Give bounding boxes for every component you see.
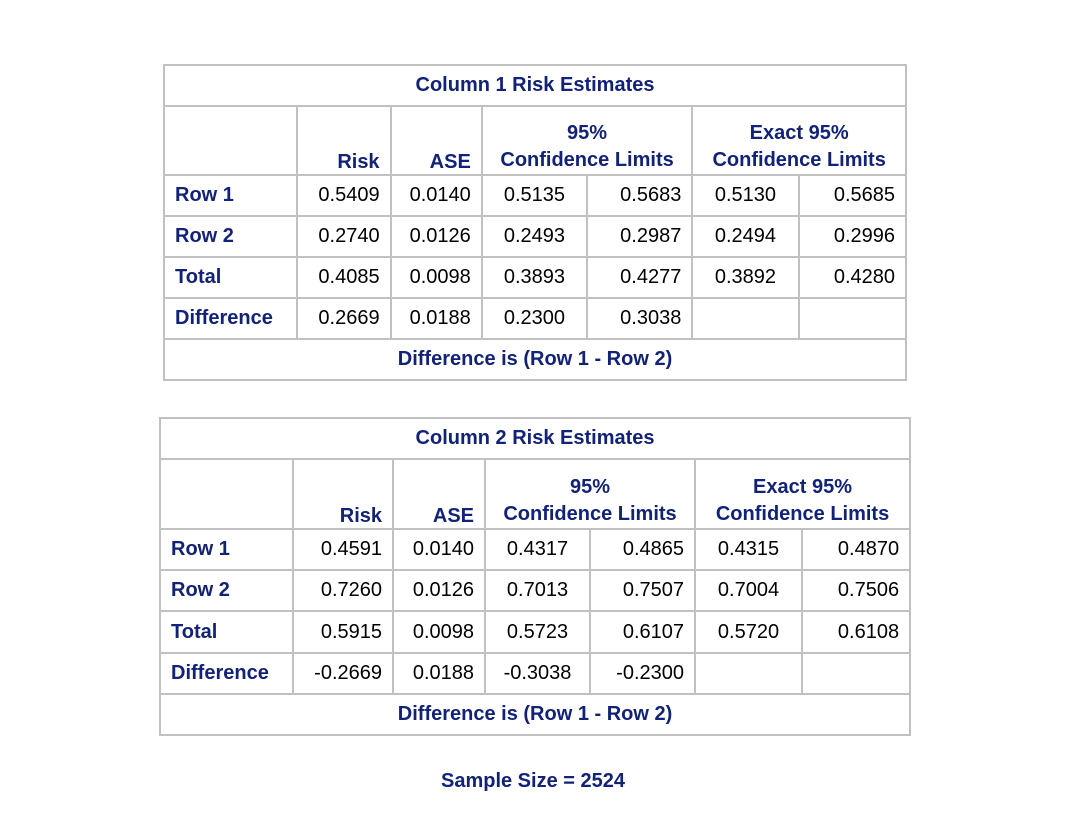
table-footnote: Difference is (Row 1 - Row 2) [161,692,910,734]
cell-ci-high: -0.2300 [589,651,696,695]
header-exact-confidence-limits: Exact 95% Confidence Limits [693,458,910,531]
cell-ci-high: 0.4865 [589,528,696,572]
header-confidence-limits: 95% Confidence Limits [480,104,694,177]
column-2-risk-table: Column 2 Risk Estimates Risk ASE 95% Conf… [159,417,911,736]
row-label: Row 1 [165,174,299,218]
row-label: Difference [161,651,294,695]
cell-ci-low: 0.4317 [484,528,591,572]
row-label: Row 2 [165,215,299,259]
cell-exact-low: 0.5720 [694,610,803,654]
cell-ci-low: 0.2300 [480,297,589,341]
header-corner [161,458,294,531]
header-confidence-limits: 95% Confidence Limits [484,458,696,531]
cell-exact-low: 0.5130 [691,174,800,218]
cell-ase: 0.0140 [392,528,486,572]
cell-exact-high: 0.2996 [797,215,905,259]
header-exact-line2: Confidence Limits [712,149,886,172]
table-row: Row 2 0.7260 0.0126 0.7013 0.7507 0.7004… [161,569,910,613]
cell-exact-high: 0.7506 [800,569,910,613]
cell-ci-high: 0.4277 [586,256,694,300]
row-label: Row 1 [161,528,294,572]
table-title: Column 2 Risk Estimates [161,419,910,461]
cell-exact-high: 0.6108 [800,610,910,654]
row-label: Row 2 [161,569,294,613]
cell-ci-high: 0.3038 [586,297,694,341]
cell-ase: 0.0126 [392,569,486,613]
cell-exact-high [797,297,905,341]
cell-exact-low: 0.4315 [694,528,803,572]
cell-exact-high: 0.4870 [800,528,910,572]
header-corner [165,104,299,177]
cell-risk: 0.5409 [296,174,392,218]
cell-exact-low [691,297,800,341]
header-exact-line1: Exact 95% [753,476,853,499]
table-row: Total 0.5915 0.0098 0.5723 0.6107 0.5720… [161,610,910,654]
header-exact-line2: Confidence Limits [715,503,890,526]
column-1-risk-table: Column 1 Risk Estimates Risk ASE 95% Conf… [163,64,907,381]
cell-exact-low: 0.7004 [694,569,803,613]
cell-risk: 0.7260 [292,569,394,613]
cell-ci-high: 0.7507 [589,569,696,613]
header-ci-line2: Confidence Limits [503,503,677,526]
cell-ci-low: 0.5723 [484,610,591,654]
cell-exact-low: 0.2494 [691,215,800,259]
cell-exact-low [694,651,803,695]
cell-ci-high: 0.6107 [589,610,696,654]
cell-risk: 0.4085 [296,256,392,300]
header-ase: ASE [392,458,486,531]
cell-ci-low: 0.3893 [480,256,589,300]
header-exact-confidence-limits: Exact 95% Confidence Limits [691,104,905,177]
header-ci-line1: 95% [567,122,608,145]
cell-risk: 0.2740 [296,215,392,259]
cell-risk: 0.4591 [292,528,394,572]
table-row: Total 0.4085 0.0098 0.3893 0.4277 0.3892… [165,256,905,300]
cell-ase: 0.0188 [389,297,483,341]
cell-ase: 0.0126 [389,215,483,259]
header-ase: ASE [389,104,483,177]
row-label: Total [165,256,299,300]
cell-exact-low: 0.3892 [691,256,800,300]
cell-ci-low: 0.7013 [484,569,591,613]
cell-exact-high: 0.5685 [797,174,905,218]
header-ci-line1: 95% [569,476,611,499]
cell-ci-low: 0.2493 [480,215,589,259]
cell-ci-high: 0.5683 [586,174,694,218]
table-footnote: Difference is (Row 1 - Row 2) [165,338,905,379]
table-row: Difference 0.2669 0.0188 0.2300 0.3038 [165,297,905,341]
table-row: Row 2 0.2740 0.0126 0.2493 0.2987 0.2494… [165,215,905,259]
cell-risk: 0.2669 [296,297,392,341]
cell-ci-high: 0.2987 [586,215,694,259]
header-ci-line2: Confidence Limits [500,149,674,172]
table-row: Row 1 0.4591 0.0140 0.4317 0.4865 0.4315… [161,528,910,572]
header-exact-line1: Exact 95% [749,122,849,145]
cell-exact-high [800,651,910,695]
cell-ase: 0.0098 [389,256,483,300]
cell-ase: 0.0140 [389,174,483,218]
table-title: Column 1 Risk Estimates [165,66,905,107]
cell-ase: 0.0188 [392,651,486,695]
cell-ci-low: 0.5135 [480,174,589,218]
cell-exact-high: 0.4280 [797,256,905,300]
row-label: Total [161,610,294,654]
cell-risk: 0.5915 [292,610,394,654]
table-row: Difference -0.2669 0.0188 -0.3038 -0.230… [161,651,910,695]
cell-ci-low: -0.3038 [484,651,591,695]
cell-risk: -0.2669 [292,651,394,695]
header-risk: Risk [292,458,394,531]
sample-size-caption: Sample Size = 2524 [440,770,625,792]
table-row: Row 1 0.5409 0.0140 0.5135 0.5683 0.5130… [165,174,905,218]
header-risk: Risk [296,104,392,177]
cell-ase: 0.0098 [392,610,486,654]
row-label: Difference [165,297,299,341]
